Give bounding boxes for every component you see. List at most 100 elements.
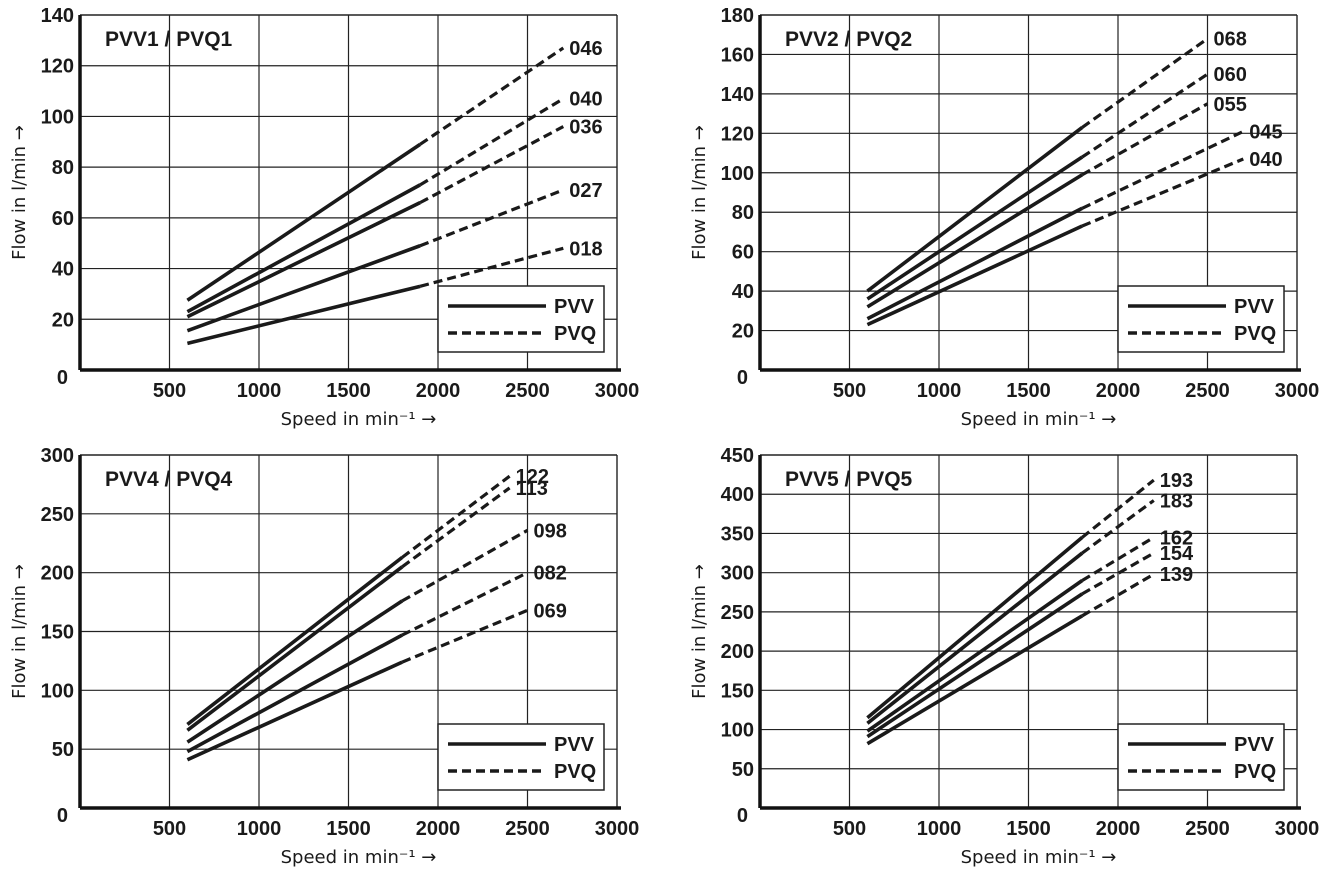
y-tick-label: 140 — [721, 84, 754, 106]
series-line-pvv — [186, 142, 422, 302]
y-tick-label: 100 — [721, 163, 754, 185]
y-tick-label: 300 — [41, 445, 74, 467]
chart-title: PVV1 / PVQ1 — [105, 28, 233, 51]
x-tick-label: 500 — [153, 818, 186, 840]
series-line-pvv — [866, 224, 1083, 327]
series-label: 113 — [516, 478, 548, 500]
y-tick-label: 60 — [52, 208, 74, 230]
series-line-pvv — [866, 579, 1084, 733]
series-line-pvv — [186, 183, 421, 314]
series-label: 082 — [534, 563, 567, 585]
series-018: 018 — [186, 238, 603, 346]
y-tick-label: 0 — [737, 805, 748, 827]
series-line-pvq — [1081, 72, 1209, 159]
series-label: 040 — [1249, 149, 1282, 171]
y-tick-label: 0 — [737, 367, 748, 389]
series-193: 193 — [866, 470, 1193, 720]
x-tick-label: 3000 — [1275, 380, 1320, 402]
series-060: 060 — [866, 64, 1247, 301]
x-tick-label: 1000 — [237, 818, 282, 840]
legend-box — [1117, 285, 1285, 353]
y-tick-label: 400 — [721, 484, 754, 506]
series-label: 162 — [1160, 527, 1193, 549]
series-045: 045 — [866, 121, 1283, 321]
series-line-pvv — [186, 633, 404, 754]
x-tick-label: 1000 — [917, 380, 962, 402]
x-axis-title: Speed in min⁻¹ → — [961, 847, 1117, 868]
x-axis-title: Speed in min⁻¹ → — [961, 409, 1117, 430]
y-tick-label: 80 — [732, 202, 754, 224]
series-label: 040 — [569, 89, 602, 111]
series-line-pvq — [401, 571, 529, 637]
series-046: 046 — [186, 38, 603, 302]
y-tick-label: 40 — [52, 259, 74, 281]
series-line-pvv — [186, 555, 404, 726]
series-line-pvq — [1081, 37, 1209, 129]
series-line-pvq — [401, 474, 511, 559]
chart-title: PVV5 / PVQ5 — [785, 468, 913, 491]
series-line-pvq — [401, 528, 529, 603]
chart-panel-4: PVV5 / PVQ5 500 1000 1500 2000 2500 3000 0 50 100… — [689, 445, 1319, 868]
legend-label: PVQ — [554, 761, 596, 783]
y-axis-title: Flow in l/min → — [689, 125, 710, 260]
y-tick-label: 140 — [41, 5, 74, 27]
legend-label: PVV — [554, 734, 595, 756]
y-tick-label: 20 — [52, 309, 74, 331]
x-axis-title: Speed in min⁻¹ → — [281, 409, 437, 430]
series-line-pvq — [1081, 102, 1209, 177]
y-tick-label: 450 — [721, 445, 754, 467]
legend: PVV PVQ — [1117, 285, 1285, 353]
series-040: 040 — [186, 89, 603, 314]
series-line-pvv — [866, 535, 1084, 720]
x-tick-label: 3000 — [595, 818, 640, 840]
x-axis-title: Speed in min⁻¹ → — [281, 847, 437, 868]
legend: PVV PVQ — [1117, 723, 1285, 791]
x-tick-label: 2000 — [416, 380, 461, 402]
y-tick-label: 50 — [732, 759, 754, 781]
y-tick-label: 350 — [721, 523, 754, 545]
y-tick-label: 300 — [721, 563, 754, 585]
y-tick-label: 0 — [57, 367, 68, 389]
series-line-pvq — [1081, 129, 1244, 210]
y-tick-label: 100 — [41, 106, 74, 128]
x-tick-label: 2000 — [1096, 380, 1141, 402]
x-tick-label: 1000 — [917, 818, 962, 840]
series-line-pvv — [866, 592, 1084, 739]
x-tick-label: 500 — [833, 818, 866, 840]
legend: PVV PVQ — [437, 723, 605, 791]
series-069: 069 — [186, 600, 567, 762]
series-line-pvq — [1081, 157, 1244, 228]
series-line-pvv — [186, 244, 421, 333]
series-122: 122 — [186, 466, 549, 726]
series-line-pvq — [401, 486, 511, 569]
series-036: 036 — [186, 117, 603, 319]
series-label: 098 — [534, 520, 567, 542]
series-label: 045 — [1249, 121, 1282, 143]
series-label: 154 — [1160, 543, 1194, 565]
series-line-pvv — [186, 660, 403, 762]
series-line-pvv — [186, 201, 421, 319]
series-055: 055 — [866, 94, 1247, 309]
series-label: 036 — [569, 117, 602, 139]
series-line-pvq — [419, 97, 565, 187]
series-line-pvv — [866, 614, 1084, 746]
y-tick-label: 200 — [41, 563, 74, 585]
x-tick-label: 1500 — [326, 818, 371, 840]
x-tick-label: 500 — [153, 380, 186, 402]
series-line-pvq — [1081, 499, 1155, 555]
x-tick-label: 1500 — [1006, 818, 1051, 840]
x-tick-label: 3000 — [595, 380, 640, 402]
y-tick-label: 100 — [721, 720, 754, 742]
series-113: 113 — [186, 478, 548, 732]
series-line-pvq — [419, 188, 564, 248]
x-tick-label: 2000 — [1096, 818, 1141, 840]
series-098: 098 — [186, 520, 567, 744]
y-tick-label: 40 — [732, 281, 754, 303]
series-line-pvv — [186, 565, 404, 732]
y-tick-label: 60 — [732, 242, 754, 264]
legend-label: PVV — [1234, 296, 1275, 318]
series-label: 068 — [1214, 29, 1247, 51]
series-027: 027 — [186, 180, 603, 333]
y-tick-label: 180 — [721, 5, 754, 27]
